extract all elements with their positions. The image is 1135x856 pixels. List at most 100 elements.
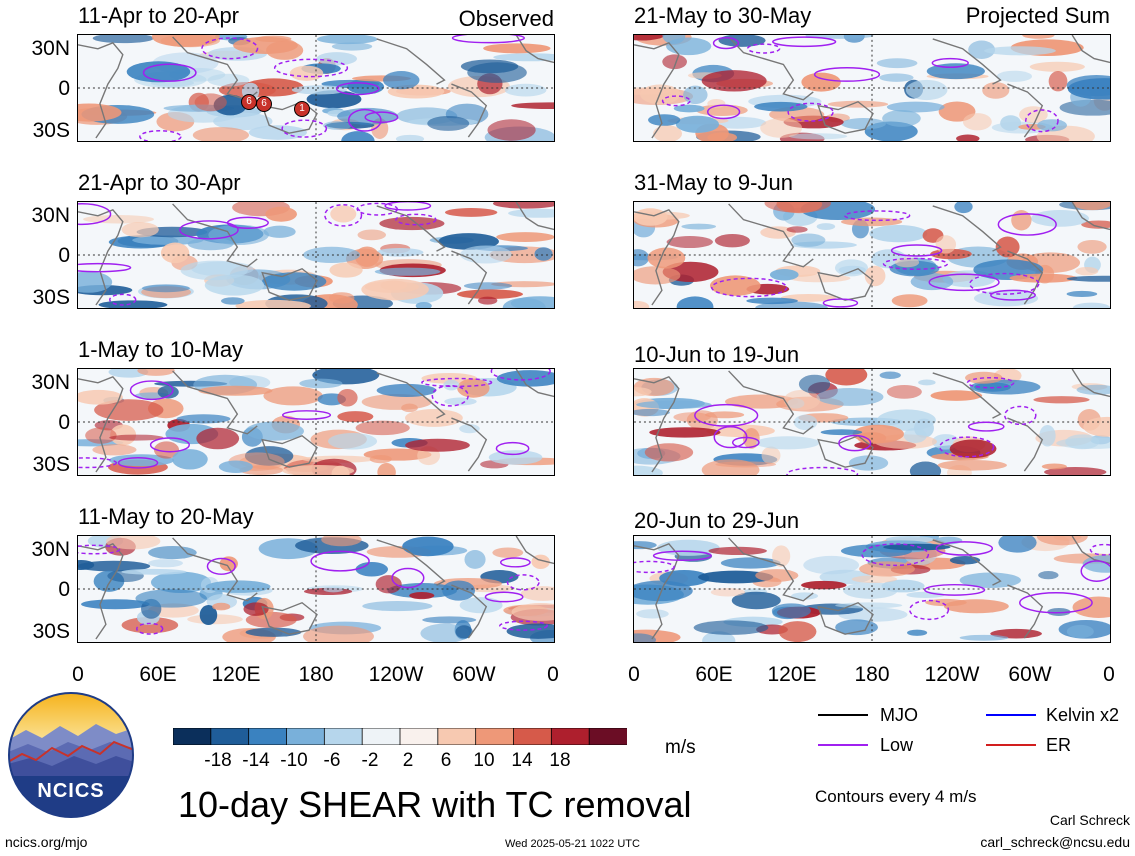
shear-anomaly-blob <box>78 559 95 570</box>
coastline <box>634 543 680 640</box>
shear-anomaly-blob <box>1066 275 1110 282</box>
shear-anomaly-blob <box>786 226 808 233</box>
colorbar-tick: 10 <box>473 750 495 771</box>
coastline <box>932 539 1002 586</box>
shear-anomaly-blob <box>1077 239 1107 254</box>
shear-anomaly-blob <box>316 52 358 66</box>
coastline <box>261 434 318 468</box>
coastline <box>376 205 446 252</box>
coastline <box>932 372 1002 419</box>
shear-anomaly-blob <box>78 389 123 405</box>
low-contour <box>109 293 137 306</box>
shear-anomaly-blob <box>1072 596 1110 618</box>
shear-anomaly-blob <box>248 125 307 140</box>
low-contour <box>694 403 759 427</box>
low-contour <box>1003 405 1037 426</box>
coastline <box>78 543 124 640</box>
coastline <box>634 376 680 473</box>
legend-label-low: Low <box>880 735 914 755</box>
coastline <box>1007 417 1044 472</box>
colorbar-swatch <box>323 727 364 746</box>
low-contour <box>142 63 197 82</box>
low-contour <box>861 543 930 567</box>
shear-anomaly-blob <box>303 625 374 642</box>
coastline <box>1007 83 1044 138</box>
lon-label-right: 0 <box>1103 663 1115 686</box>
low-contour <box>713 425 748 449</box>
shear-anomaly-blob <box>78 103 122 122</box>
shear-anomaly-blob <box>634 249 650 267</box>
shear-anomaly-blob <box>1056 437 1110 449</box>
shear-anomaly-blob <box>657 539 720 556</box>
shear-anomaly-blob <box>662 54 687 70</box>
shear-anomaly-blob <box>442 580 476 601</box>
tc-marker: 6 <box>241 94 257 110</box>
shear-anomaly-blob <box>801 580 847 590</box>
shear-anomaly-blob <box>666 236 713 249</box>
shear-anomaly-blob <box>1030 210 1089 227</box>
low-contour <box>391 567 425 589</box>
shear-field <box>78 202 554 308</box>
shear-anomaly-blob <box>355 562 388 577</box>
shear-anomaly-blob <box>483 43 551 54</box>
panel-title-right-1: 21-May to 30-May <box>634 3 812 28</box>
shear-anomaly-blob <box>769 269 799 281</box>
shear-anomaly-blob <box>245 627 302 637</box>
lon-label-right: 0 <box>628 663 640 686</box>
shear-anomaly-blob <box>265 206 297 222</box>
shear-anomaly-blob <box>968 40 996 59</box>
colorbar-tick: 2 <box>402 750 414 771</box>
coastline <box>376 372 446 419</box>
low-contour <box>843 210 911 222</box>
colorbar-tick: 6 <box>440 750 452 771</box>
shear-anomaly-blob <box>693 620 769 635</box>
low-contour <box>310 550 370 572</box>
low-contour <box>1019 591 1093 614</box>
shear-anomaly-blob <box>81 599 150 610</box>
lat-label-30n: 30N <box>31 371 70 394</box>
low-contour <box>966 376 1015 389</box>
shear-anomaly-blob <box>764 202 832 213</box>
shear-anomaly-blob <box>647 247 686 269</box>
low-contour <box>78 262 132 273</box>
shear-anomaly-blob <box>306 90 362 109</box>
low-contour <box>939 436 995 458</box>
shear-anomaly-blob <box>935 235 957 254</box>
shear-anomaly-blob <box>879 371 901 380</box>
colorbar-swatch <box>399 727 439 746</box>
low-contour <box>281 119 328 138</box>
shear-anomaly-blob <box>1036 536 1088 546</box>
shear-anomaly-blob <box>337 389 358 407</box>
panel-title-left-1: 11-Apr to 20-Apr <box>78 3 240 28</box>
shear-anomaly-blob <box>402 536 454 557</box>
shear-anomaly-blob <box>673 104 705 113</box>
shear-anomaly-blob <box>374 267 441 276</box>
coastline <box>932 38 1002 85</box>
shear-anomaly-blob <box>816 388 884 406</box>
shear-anomaly-blob <box>710 588 746 597</box>
shear-anomaly-blob <box>135 589 207 608</box>
lat-label-30n: 30N <box>31 37 70 60</box>
colorbar-swatch <box>210 727 250 746</box>
shear-anomaly-blob <box>534 247 553 261</box>
colorbar-swatch <box>588 727 628 746</box>
shear-anomaly-blob <box>634 465 663 475</box>
shear-anomaly-blob <box>864 265 886 287</box>
low-contour <box>347 108 382 132</box>
low-contour <box>149 437 190 453</box>
shear-anomaly-blob <box>731 591 781 610</box>
shear-anomaly-blob <box>459 424 480 434</box>
shear-anomaly-blob <box>427 115 470 131</box>
colorbar-tick: -14 <box>242 750 270 771</box>
panel-title-right-3: 10-Jun to 19-Jun <box>634 342 800 367</box>
low-contour <box>935 541 994 556</box>
low-contour <box>838 434 872 452</box>
shear-anomaly-blob <box>219 556 238 572</box>
shear-anomaly-blob <box>148 559 183 568</box>
shear-anomaly-blob <box>299 378 343 389</box>
shear-anomaly-blob <box>105 536 161 550</box>
lon-label-left: 120W <box>368 663 424 686</box>
shear-anomaly-blob <box>364 281 419 293</box>
shear-anomaly-blob <box>148 546 197 560</box>
lat-label-eq: 0 <box>58 411 70 434</box>
